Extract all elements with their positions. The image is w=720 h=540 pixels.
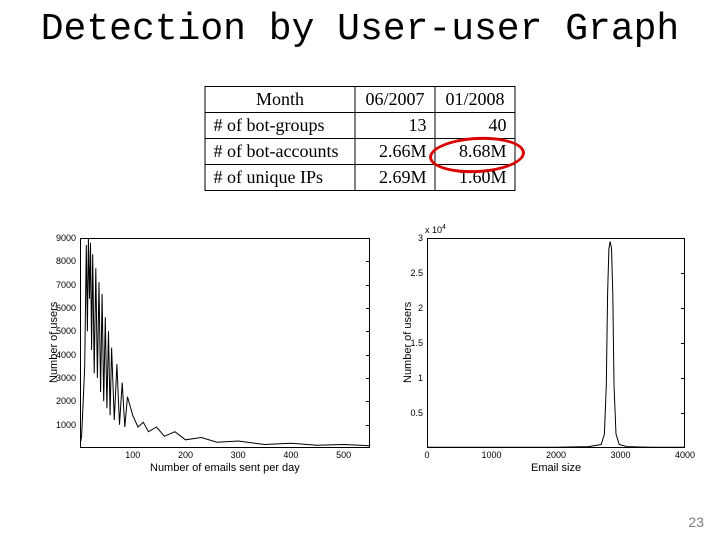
tick-mark — [681, 413, 685, 414]
tick-x: 0 — [424, 450, 429, 460]
tick-mark — [366, 378, 370, 379]
table-header-label: Month — [205, 87, 355, 113]
tick-x: 2000 — [546, 450, 566, 460]
tick-y: 3000 — [56, 373, 76, 383]
tick-y: 1.5 — [410, 338, 423, 348]
tick-mark — [681, 238, 685, 239]
row-label: # of bot-groups — [205, 113, 355, 139]
tick-y: 9000 — [56, 233, 76, 243]
tick-y: 6000 — [56, 303, 76, 313]
tick-y: 1000 — [56, 420, 76, 430]
page-number: 23 — [688, 514, 704, 530]
slide-title: Detection by User-user Graph — [0, 8, 720, 51]
slide: Detection by User-user Graph Month 06/20… — [0, 0, 720, 540]
tick-mark — [366, 425, 370, 426]
tick-y: 2.5 — [410, 268, 423, 278]
tick-x: 100 — [125, 450, 140, 460]
tick-x: 300 — [231, 450, 246, 460]
tick-mark — [681, 343, 685, 344]
tick-x: 400 — [283, 450, 298, 460]
tick-x: 500 — [336, 450, 351, 460]
table-row: # of bot-accounts 2.66M 8.68M — [205, 139, 515, 165]
tick-x: 4000 — [675, 450, 695, 460]
cell: 1.60M — [435, 165, 515, 191]
tick-y: 2000 — [56, 396, 76, 406]
table-col-0: 06/2007 — [355, 87, 435, 113]
table-row-header: Month 06/2007 01/2008 — [205, 87, 515, 113]
cell: 40 — [435, 113, 515, 139]
tick-y: 8000 — [56, 256, 76, 266]
tick-y: 1 — [418, 373, 423, 383]
tick-x: 3000 — [610, 450, 630, 460]
tick-mark — [366, 238, 370, 239]
cell: 8.68M — [435, 139, 515, 165]
tick-x: 200 — [178, 450, 193, 460]
cell: 2.66M — [355, 139, 435, 165]
ticks-container: 1000200030004000500060007000800090001002… — [30, 220, 690, 480]
row-label: # of bot-accounts — [205, 139, 355, 165]
tick-y: 2 — [418, 303, 423, 313]
cell: 13 — [355, 113, 435, 139]
charts-panel: Number of users Number of emails sent pe… — [30, 220, 690, 480]
tick-x: 1000 — [481, 450, 501, 460]
cell: 2.69M — [355, 165, 435, 191]
table-col-1: 01/2008 — [435, 87, 515, 113]
tick-y: 4000 — [56, 350, 76, 360]
tick-mark — [366, 285, 370, 286]
tick-mark — [366, 261, 370, 262]
tick-mark — [366, 355, 370, 356]
tick-y: 5000 — [56, 326, 76, 336]
table-row: # of unique IPs 2.69M 1.60M — [205, 165, 515, 191]
tick-mark — [366, 401, 370, 402]
tick-y: 3 — [418, 233, 423, 243]
tick-mark — [366, 331, 370, 332]
tick-mark — [681, 308, 685, 309]
tick-mark — [681, 378, 685, 379]
table-row: # of bot-groups 13 40 — [205, 113, 515, 139]
tick-mark — [681, 273, 685, 274]
tick-y: 7000 — [56, 280, 76, 290]
tick-y: 0.5 — [410, 408, 423, 418]
data-table: Month 06/2007 01/2008 # of bot-groups 13… — [205, 86, 516, 191]
tick-mark — [366, 308, 370, 309]
row-label: # of unique IPs — [205, 165, 355, 191]
